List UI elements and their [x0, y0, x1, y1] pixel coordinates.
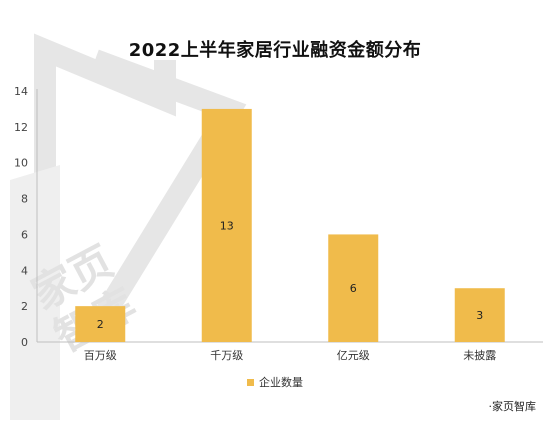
legend-swatch — [247, 378, 254, 386]
x-tick-label: 百万级 — [84, 349, 117, 362]
legend-label: 企业数量 — [259, 376, 303, 389]
data-label: 13 — [220, 219, 234, 232]
bar — [454, 288, 505, 342]
y-tick-label: 2 — [21, 300, 28, 313]
bar — [328, 234, 379, 342]
y-tick-label: 12 — [14, 121, 28, 134]
legend: 企业数量 — [0, 374, 550, 390]
x-tick-label: 千万级 — [210, 349, 243, 362]
y-tick-label: 4 — [21, 264, 28, 277]
source-label: ·家页智库 — [488, 400, 537, 413]
data-label: 6 — [350, 282, 357, 295]
x-tick-label: 亿元级 — [337, 349, 370, 362]
y-tick-label: 10 — [14, 157, 28, 170]
bar — [201, 108, 252, 342]
bar — [75, 306, 126, 342]
chart-title: 2022上半年家居行业融资金额分布 — [128, 40, 422, 61]
data-label: 3 — [476, 309, 483, 322]
y-tick-label: 0 — [21, 336, 28, 349]
y-tick-label: 8 — [21, 193, 28, 206]
data-label: 2 — [97, 318, 104, 331]
y-tick-label: 6 — [21, 228, 28, 241]
y-tick-label: 14 — [14, 85, 28, 98]
x-tick-label: 未披露 — [463, 348, 496, 362]
